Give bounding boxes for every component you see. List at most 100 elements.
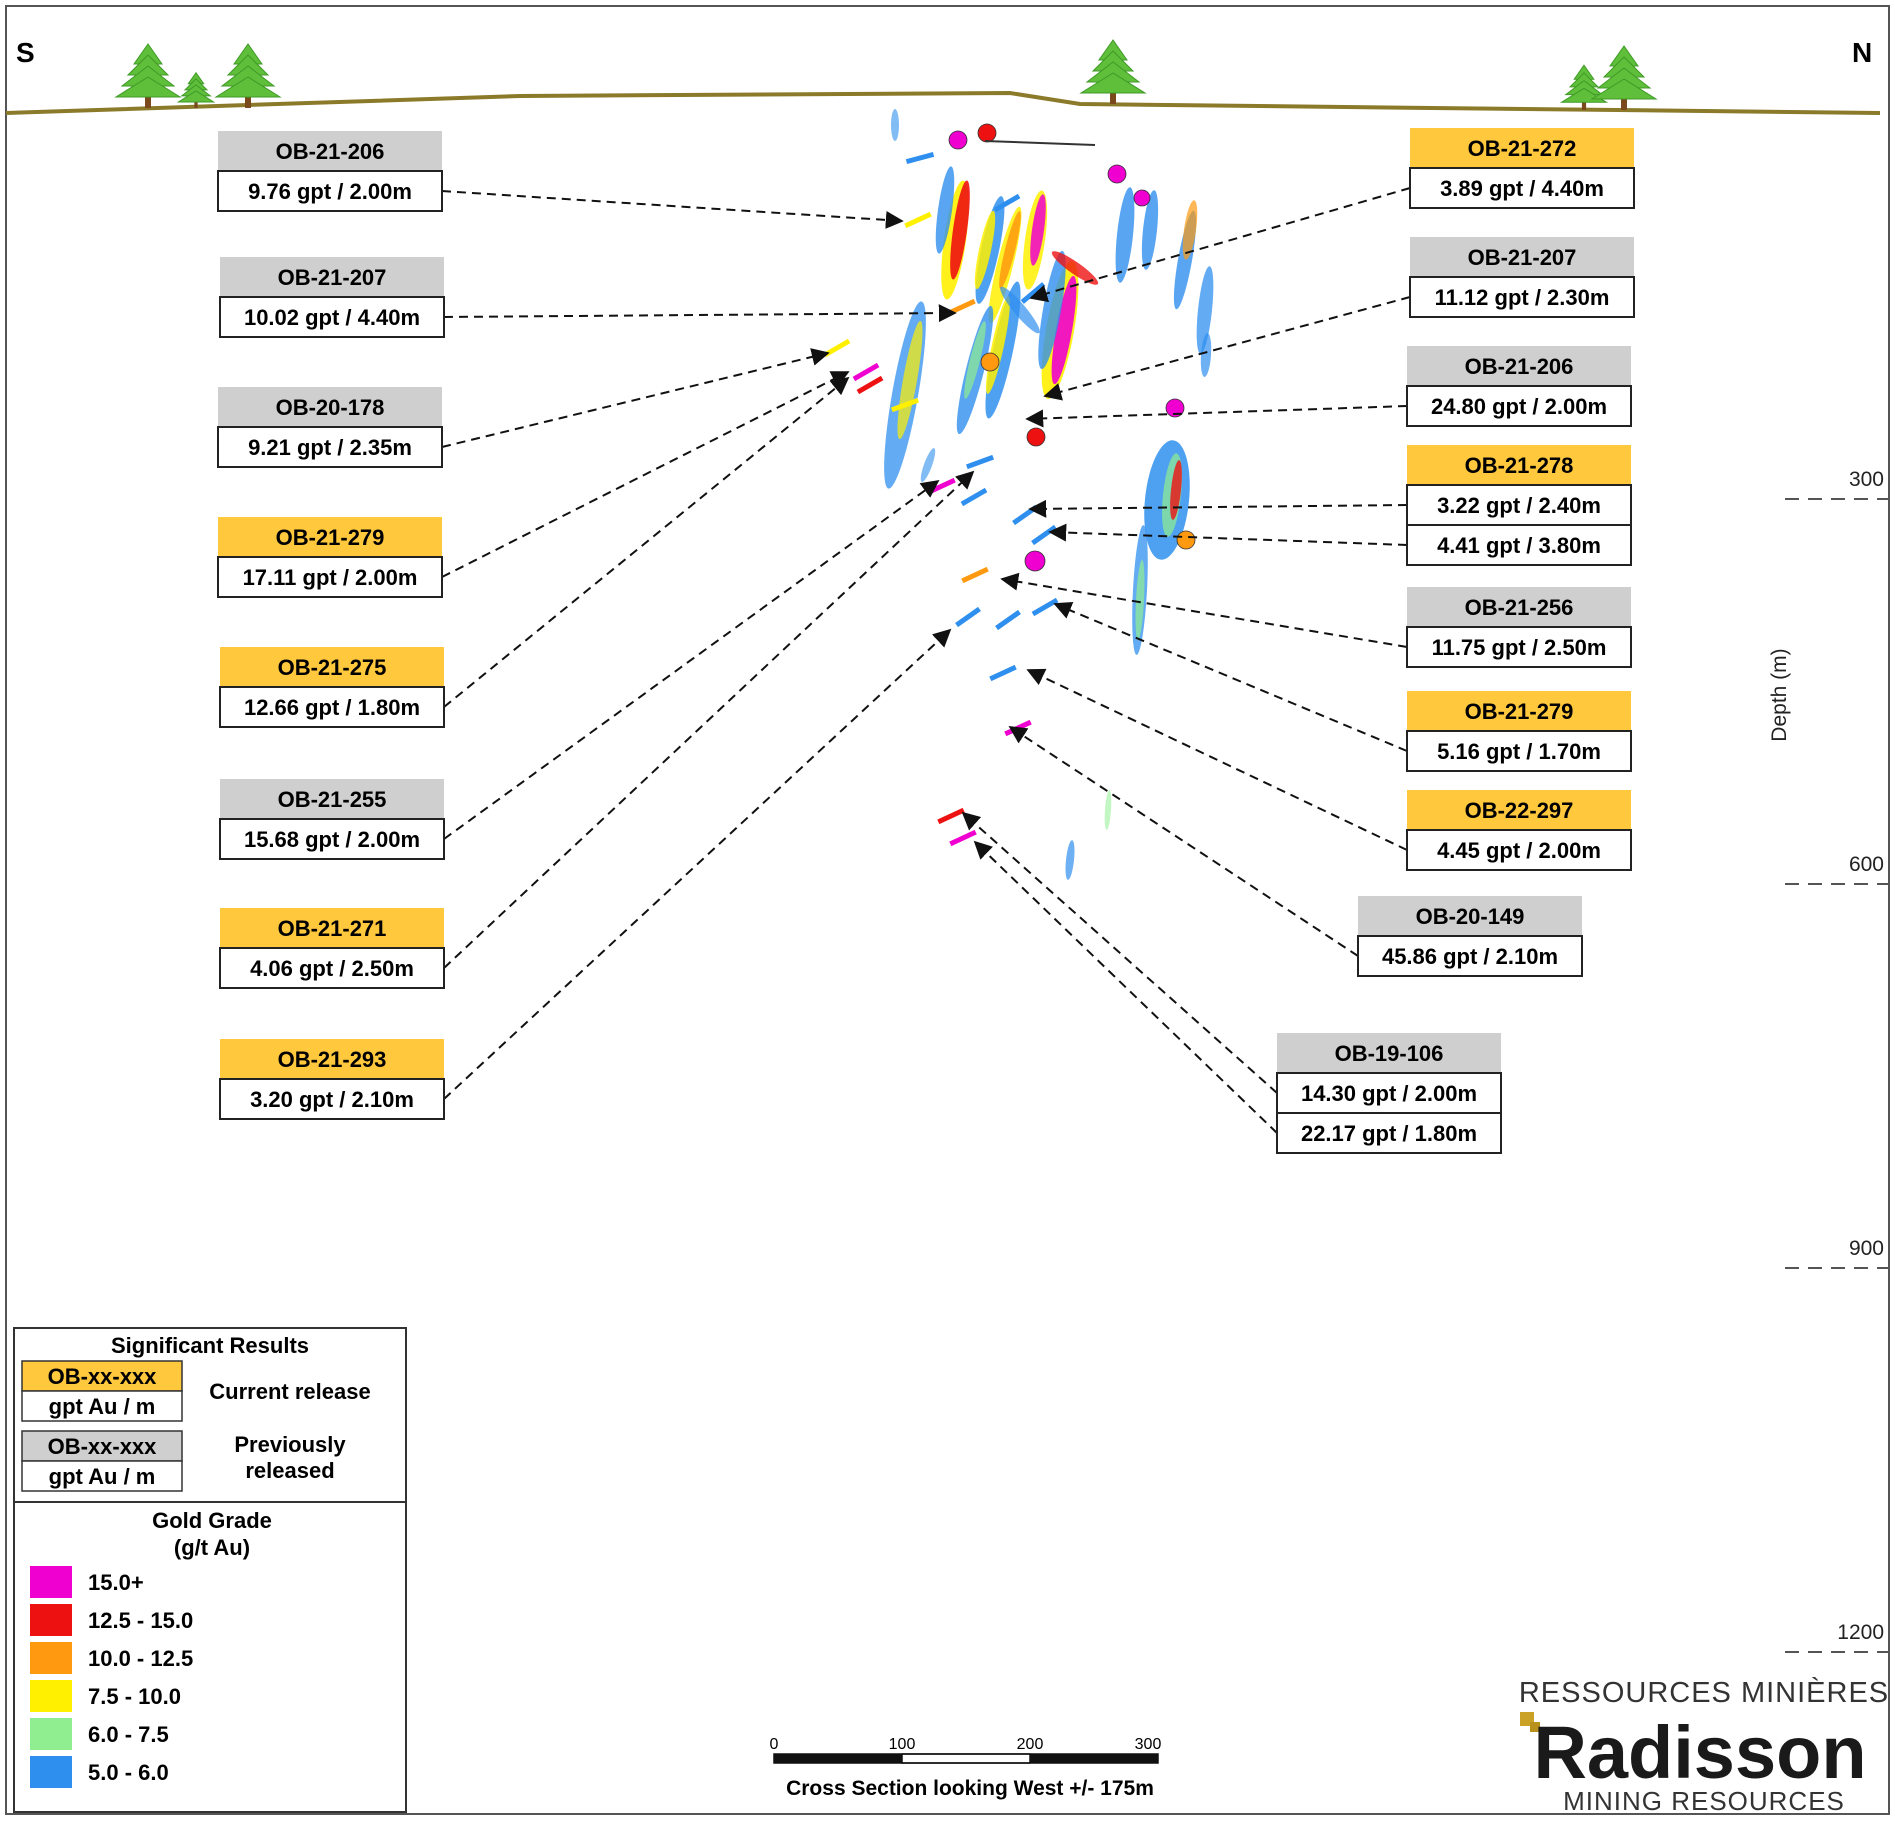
mineral-lens: [1030, 194, 1046, 266]
hole-label-ob-21-279-a: OB-21-279 17.11 gpt / 2.00m: [217, 517, 443, 598]
mineral-lens: [1000, 286, 1040, 334]
grade-swatch: [30, 1604, 72, 1636]
intercept-marker: [955, 606, 981, 628]
grade-label: 5.0 - 6.0: [88, 1760, 169, 1785]
hole-label-ob-21-206-a: OB-21-206 9.76 gpt / 2.00m: [217, 131, 443, 212]
hole-name-box: [218, 131, 442, 171]
scale-tick-200: 200: [1017, 1736, 1044, 1753]
mineral-lens: [974, 210, 996, 290]
hole-name: OB-21-272: [1468, 136, 1577, 161]
leader-line: [1000, 572, 1408, 648]
leader-line: [443, 479, 940, 840]
hole-label-ob-21-279-b: OB-21-279 5.16 gpt / 1.70m: [1406, 691, 1632, 772]
hole-value: 10.02 gpt / 4.40m: [244, 305, 420, 330]
legend: Significant Results OB-xx-xxx gpt Au / m…: [13, 1327, 407, 1813]
compass-north: N: [1852, 37, 1872, 68]
hole-value-box: [1409, 276, 1635, 318]
hole-name: OB-21-279: [276, 525, 385, 550]
hole-name: OB-20-178: [276, 395, 385, 420]
hole-value: 3.89 gpt / 4.40m: [1440, 176, 1604, 201]
hole-name: OB-21-275: [278, 655, 387, 680]
intercept-marker: [852, 362, 880, 382]
grade-swatch: [30, 1642, 72, 1674]
tree-icon: [1079, 39, 1147, 104]
hole-value: 22.17 gpt / 1.80m: [1301, 1121, 1477, 1146]
grade-sphere: [1176, 530, 1196, 550]
mineral-lens: [1196, 266, 1214, 354]
intercept-marker: [890, 397, 920, 413]
hole-name: OB-21-206: [276, 139, 385, 164]
scale-tick-300: 300: [1135, 1736, 1162, 1753]
hole-name-box: [1410, 128, 1634, 168]
hole-name-box: [1358, 896, 1582, 936]
mineral-lens: [950, 180, 970, 280]
hole-value-box: [219, 947, 445, 989]
grade-swatch: [30, 1756, 72, 1788]
leader-line: [1048, 523, 1408, 546]
intercept-marker: [965, 454, 995, 470]
hole-value: 3.22 gpt / 2.40m: [1437, 493, 1601, 518]
hole-value: 15.68 gpt / 2.00m: [244, 827, 420, 852]
legend-previous-text-1: Previously: [234, 1432, 346, 1457]
mineral-lens: [1104, 790, 1112, 830]
hole-value: 24.80 gpt / 2.00m: [1431, 394, 1607, 419]
leader-line: [443, 304, 957, 323]
tree-icon: [176, 71, 216, 108]
legend-grade-title-2: (g/t Au): [174, 1535, 250, 1560]
hole-name-box: [1410, 237, 1634, 277]
legend-previous-name: OB-xx-xxx: [48, 1434, 158, 1459]
hole-name-box: [220, 257, 444, 297]
legend-previous-text-2: released: [245, 1458, 334, 1483]
hole-name: OB-21-207: [278, 265, 387, 290]
leader-line: [961, 811, 1278, 1094]
intercept-marker: [960, 487, 988, 507]
grade-swatch: [30, 1718, 72, 1750]
grade-label: 10.0 - 12.5: [88, 1646, 193, 1671]
hole-label-ob-21-293: OB-21-293 3.20 gpt / 2.10m: [219, 1039, 445, 1120]
hole-label-ob-20-149: OB-20-149 45.86 gpt / 2.10m: [1357, 896, 1583, 977]
hole-label-ob-20-178: OB-20-178 9.21 gpt / 2.35m: [217, 387, 443, 468]
hole-label-ob-21-255: OB-21-255 15.68 gpt / 2.00m: [219, 779, 445, 860]
mineral-lens: [999, 211, 1021, 289]
hole-value-box: [1406, 829, 1632, 871]
hole-label-ob-21-206-b: OB-21-206 24.80 gpt / 2.00m: [1406, 346, 1632, 427]
hole-value: 11.12 gpt / 2.30m: [1435, 285, 1610, 310]
hole-name-box: [218, 387, 442, 427]
grade-label: 15.0+: [88, 1570, 144, 1595]
hole-value: 9.21 gpt / 2.35m: [248, 435, 412, 460]
hole-name-box: [220, 1039, 444, 1079]
depth-tick-600: 600: [1849, 853, 1884, 876]
hole-value-box: [1406, 385, 1632, 427]
mineral-lens: [1141, 190, 1159, 270]
grade-sphere: [977, 123, 997, 143]
hole-value: 4.06 gpt / 2.50m: [250, 956, 414, 981]
depth-axis: Depth (m) 300 600 900 1200: [1768, 468, 1888, 1653]
logo-gold-accent-2: [1530, 1722, 1540, 1732]
legend-current-text: Current release: [209, 1379, 370, 1404]
figure-frame: [5, 5, 1890, 1815]
hole-name: OB-22-297: [1465, 798, 1574, 823]
leader-line: [1028, 499, 1408, 518]
hole-label-ob-21-256: OB-21-256 11.75 gpt / 2.50m: [1406, 587, 1632, 668]
logo-name: Radisson: [1533, 1711, 1866, 1794]
hole-name-box: [1407, 445, 1631, 485]
hole-value-box: [1276, 1112, 1502, 1154]
depth-tick-900: 900: [1849, 1237, 1884, 1260]
scale-bar-outline: [773, 1753, 1159, 1764]
hole-name: OB-21-271: [278, 916, 387, 941]
legend-current-unit: gpt Au / m: [49, 1394, 156, 1419]
scale-bar-segment-3: [1030, 1754, 1158, 1763]
grade-sphere: [980, 352, 1000, 372]
tree-icon: [114, 43, 182, 108]
leader-line: [1026, 668, 1408, 851]
mineral-lens: [897, 320, 923, 440]
leader-line: [443, 470, 975, 969]
intercept-marker: [823, 338, 851, 358]
leader-line: [1053, 601, 1408, 752]
hole-value-box: [217, 170, 443, 212]
grade-label: 7.5 - 10.0: [88, 1684, 181, 1709]
intercept-marker: [995, 609, 1021, 631]
leader-line: [973, 840, 1278, 1134]
hole-name: OB-21-207: [1468, 245, 1577, 270]
mineral-lens: [1200, 333, 1212, 377]
